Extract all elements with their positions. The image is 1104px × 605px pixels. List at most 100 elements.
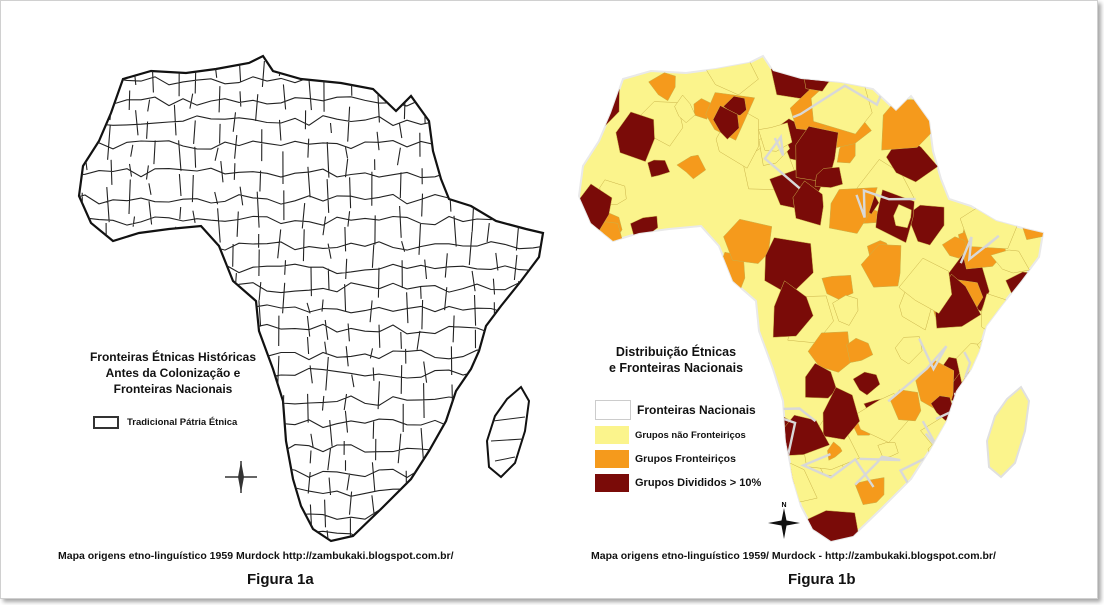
ethnic-group-region <box>579 489 596 517</box>
ethnic-group-region <box>723 218 773 264</box>
ethnic-group-region <box>674 94 696 124</box>
ethnic-group-region <box>814 166 843 188</box>
ethnic-group-region <box>647 278 687 326</box>
figure-1b-credit: Mapa origens etno-linguístico 1959/ Murd… <box>591 550 996 562</box>
ethnic-distribution-map <box>577 54 1045 543</box>
ethnic-group-region <box>631 231 692 274</box>
title-line: Fronteiras Étnicas Históricas <box>89 350 257 364</box>
ethnic-group-region <box>662 247 680 267</box>
ethnic-group-region <box>846 337 874 363</box>
ethnic-group-region <box>699 317 719 345</box>
title-line: Fronteiras Nacionais <box>113 382 233 396</box>
ethnic-group-region <box>937 97 982 141</box>
ethnic-group-region <box>719 292 743 319</box>
ethnic-group-region <box>832 295 859 326</box>
ethnic-group-region <box>608 258 636 290</box>
legend-item: Fronteiras Nacionais <box>595 400 761 420</box>
ethnic-group-region <box>1027 141 1043 162</box>
figure-1a-credit: Mapa origens etno-linguístico 1959 Murdo… <box>58 550 454 562</box>
ethnic-group-region <box>579 219 625 275</box>
ethnic-group-region <box>758 122 793 152</box>
ethnic-group-region <box>1004 496 1043 540</box>
ethnic-group-region <box>712 105 740 140</box>
ethnic-group-region <box>1010 135 1043 183</box>
figure-1a-legend: Tradicional Pátria Étnica <box>93 416 237 429</box>
outline-swatch <box>93 416 119 429</box>
ethnic-group-region <box>616 302 654 335</box>
ethnic-group-region <box>967 138 996 176</box>
ethnic-group-region <box>676 154 707 180</box>
ethnic-group-region <box>1033 508 1043 527</box>
ethnic-group-region <box>601 313 629 345</box>
ethnic-group-region <box>882 62 901 78</box>
ethnic-group-region <box>648 72 676 102</box>
figure-1a-panel: Fronteiras Étnicas Históricas Antes da C… <box>1 1 551 598</box>
figure-1a-label: Figura 1a <box>247 571 314 588</box>
legend-item: Grupos Divididos > 10% <box>595 474 761 492</box>
ethnic-group-region <box>893 204 912 229</box>
ethnic-group-region <box>772 280 814 338</box>
ethnic-group-region <box>973 477 1028 536</box>
figure-1b-label: Figura 1b <box>788 571 856 588</box>
ethnic-group-region <box>794 510 860 541</box>
ethnic-group-region <box>1030 501 1043 521</box>
ethnic-group-region <box>852 371 881 396</box>
compass-icon <box>225 461 257 493</box>
ethnic-group-region <box>792 180 824 226</box>
legend-swatch <box>595 400 631 420</box>
title-line: Antes da Colonização e <box>105 366 241 380</box>
legend-item: Grupos não Fronteiriços <box>595 426 761 444</box>
title-line: Distribuição Étnicas <box>615 345 737 359</box>
ethnic-group-region <box>827 441 843 461</box>
ethnic-group-region <box>951 163 986 196</box>
ethnic-group-region <box>980 80 1023 119</box>
figure-1b-legend: Fronteiras Nacionais Grupos não Fronteir… <box>595 400 761 498</box>
ethnic-boundaries-map <box>77 54 545 543</box>
ethnic-group-region <box>642 503 662 527</box>
legend-swatch <box>595 450 629 468</box>
compass-icon: N <box>768 502 800 539</box>
madagascar-outline <box>485 385 531 479</box>
ethnic-group-region <box>877 442 899 459</box>
figure-1b-panel: Distribuição Étnicas e Fronteiras Nacion… <box>561 1 1097 598</box>
legend-swatch <box>595 474 629 492</box>
legend-label: Grupos não Fronteiriços <box>635 429 746 441</box>
ethnic-group-region <box>898 257 952 314</box>
ethnic-group-region <box>931 487 976 523</box>
ethnic-group-region <box>969 498 1015 539</box>
ethnic-group-region <box>1023 274 1043 295</box>
ethnic-group-region <box>961 70 990 111</box>
ethnic-group-region <box>805 362 837 399</box>
ethnic-group-region <box>579 247 609 297</box>
ethnic-group-region <box>807 331 852 373</box>
ethnic-group-region <box>683 309 718 344</box>
ethnic-group-region <box>984 162 1011 185</box>
legend-label: Grupos Fronteiriços <box>635 453 736 465</box>
ethnic-group-region <box>702 505 745 541</box>
ethnic-group-region <box>894 336 923 365</box>
legend-item: Grupos Fronteiriços <box>595 450 761 468</box>
ethnic-group-region <box>941 236 966 259</box>
ethnic-group-region <box>635 311 676 343</box>
figure-1a-title: Fronteiras Étnicas Históricas Antes da C… <box>73 349 273 397</box>
legend-label: Tradicional Pátria Étnica <box>127 417 238 428</box>
legend-swatch <box>595 426 629 444</box>
legend-label: Grupos Divididos > 10% <box>635 477 762 489</box>
ethnic-group-region <box>967 150 1014 197</box>
madagascar-shape <box>985 385 1031 479</box>
ethnic-group-region <box>822 386 860 440</box>
ethnic-group-region <box>990 249 1030 274</box>
ethnic-group-region <box>647 159 671 178</box>
ethnic-group-region <box>944 69 994 108</box>
ethnic-group-region <box>606 280 627 303</box>
ethnic-group-region <box>981 293 1010 339</box>
ethnic-group-region <box>677 278 734 332</box>
figure-1b-title: Distribuição Étnicas e Fronteiras Nacion… <box>591 344 761 376</box>
ethnic-group-region <box>615 111 655 162</box>
madagascar-border-lines <box>490 416 526 462</box>
legend-label: Fronteiras Nacionais <box>637 403 756 417</box>
title-line: e Fronteiras Nacionais <box>608 361 744 375</box>
compass-north-label: N <box>781 502 786 509</box>
ethnic-group-region <box>579 505 615 540</box>
